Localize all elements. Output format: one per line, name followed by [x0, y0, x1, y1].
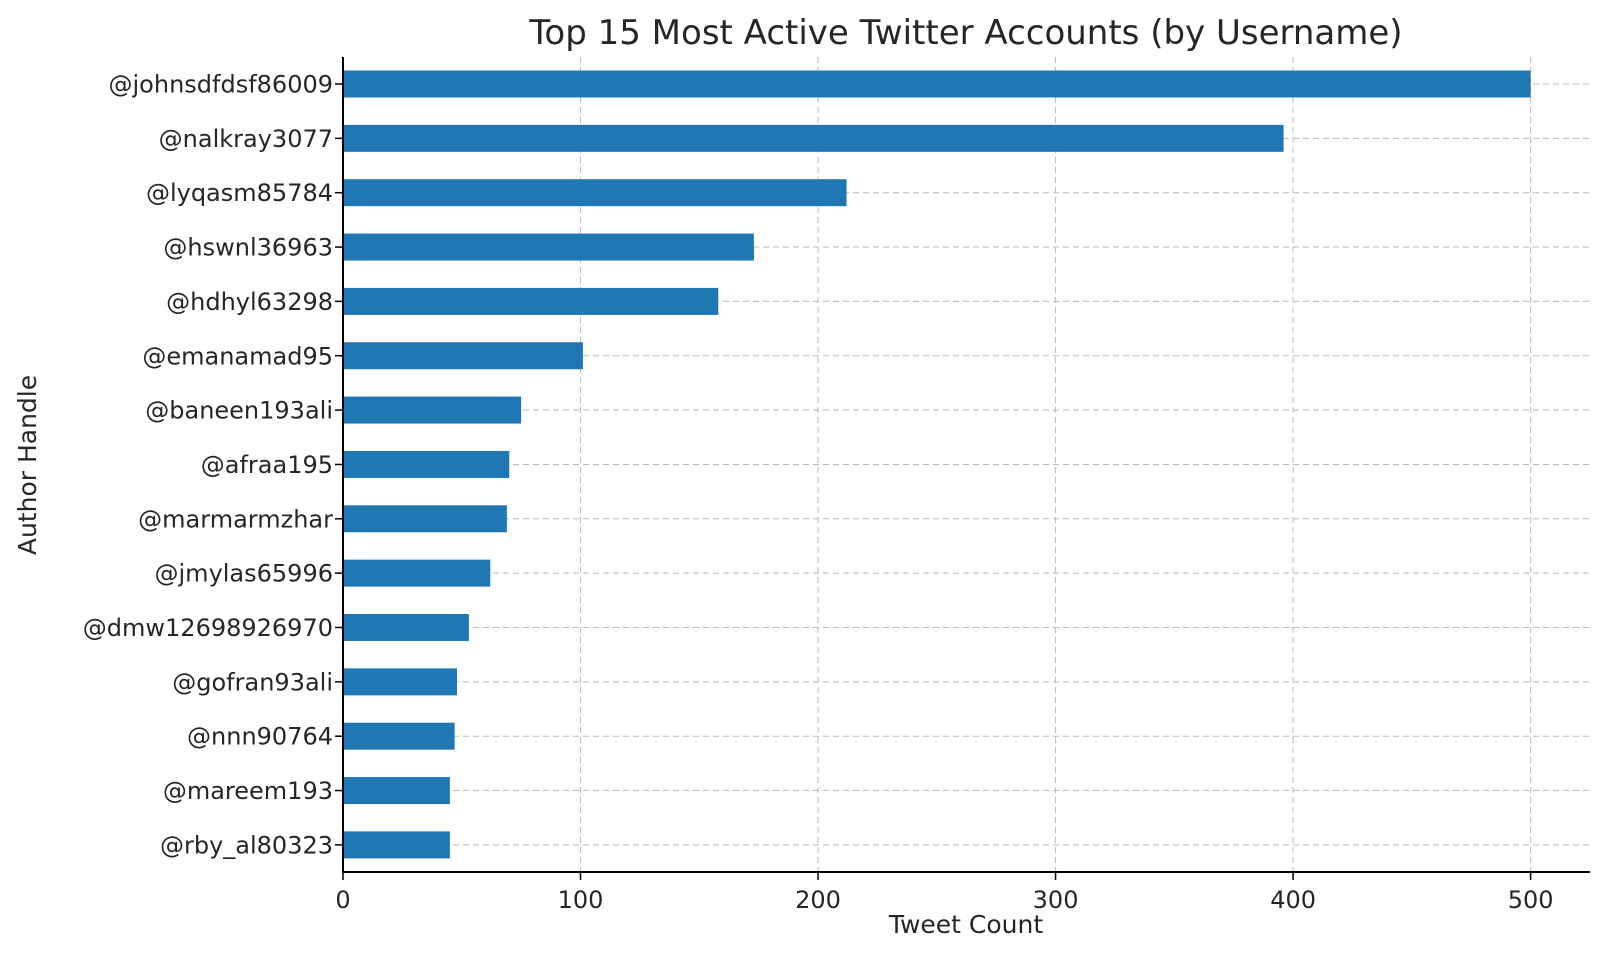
bar — [343, 722, 455, 750]
y-tick-label: @emanamad95 — [142, 342, 333, 370]
x-axis-label: Tweet Count — [888, 910, 1044, 939]
y-tick-label: @nnn90764 — [187, 723, 333, 751]
bar — [343, 614, 469, 641]
y-tick-label: @hdhyl63298 — [166, 288, 333, 316]
bar — [343, 396, 522, 424]
bar — [343, 124, 1284, 152]
y-tick-label: @afraa195 — [201, 451, 333, 479]
bar — [343, 559, 491, 587]
x-tick-label: 100 — [558, 886, 604, 914]
bar — [343, 287, 719, 315]
y-tick-label: @mareem193 — [163, 777, 333, 805]
bar — [343, 831, 450, 859]
y-tick-label: @jmylas65996 — [155, 560, 333, 588]
y-tick-label: @marmarmzhar — [138, 505, 333, 533]
y-tick-label: @baneen193ali — [145, 397, 333, 425]
bar — [343, 777, 450, 805]
x-tick-label: 200 — [795, 886, 841, 914]
y-axis-label: Author Handle — [13, 375, 42, 555]
y-tick-label: @dmw12698926970 — [83, 614, 333, 642]
bar — [343, 450, 510, 478]
x-tick-label: 500 — [1508, 886, 1554, 914]
bar-layer — [343, 70, 1531, 859]
x-tick-label: 0 — [335, 886, 350, 914]
y-tick-label: @gofran93ali — [172, 668, 333, 696]
x-tick-label: 400 — [1270, 886, 1316, 914]
bar — [343, 505, 507, 533]
bar — [343, 233, 754, 261]
bar — [343, 70, 1531, 98]
chart-title: Top 15 Most Active Twitter Accounts (by … — [528, 13, 1402, 53]
axis-layer: 0 100 200 300 400 500 @johnsdfdsf86009 @nalkray… — [83, 57, 1590, 914]
bar — [343, 668, 458, 696]
y-tick-label: @nalkray3077 — [159, 125, 333, 153]
y-tick-label: @lyqasm85784 — [146, 179, 333, 207]
bar — [343, 179, 847, 207]
y-tick-label: @rby_al80323 — [160, 831, 333, 859]
y-tick-label: @hswnl36963 — [163, 234, 333, 262]
y-tick-label: @johnsdfdsf86009 — [109, 71, 334, 99]
x-tick-label: 300 — [1033, 886, 1079, 914]
bar — [343, 342, 583, 370]
